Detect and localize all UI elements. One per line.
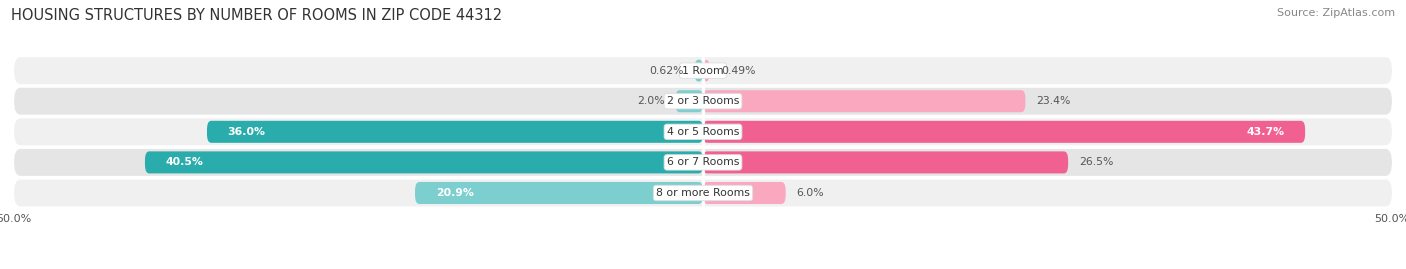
- Text: 2 or 3 Rooms: 2 or 3 Rooms: [666, 96, 740, 106]
- FancyBboxPatch shape: [14, 149, 1392, 176]
- Text: 4 or 5 Rooms: 4 or 5 Rooms: [666, 127, 740, 137]
- Text: HOUSING STRUCTURES BY NUMBER OF ROOMS IN ZIP CODE 44312: HOUSING STRUCTURES BY NUMBER OF ROOMS IN…: [11, 8, 502, 23]
- Text: 43.7%: 43.7%: [1246, 127, 1285, 137]
- FancyBboxPatch shape: [703, 151, 1069, 174]
- Text: 23.4%: 23.4%: [1036, 96, 1071, 106]
- Text: 0.49%: 0.49%: [721, 66, 755, 76]
- Text: 26.5%: 26.5%: [1080, 157, 1114, 167]
- Text: 2.0%: 2.0%: [637, 96, 665, 106]
- FancyBboxPatch shape: [675, 90, 703, 112]
- FancyBboxPatch shape: [415, 182, 703, 204]
- FancyBboxPatch shape: [145, 151, 703, 174]
- FancyBboxPatch shape: [703, 182, 786, 204]
- Text: Source: ZipAtlas.com: Source: ZipAtlas.com: [1277, 8, 1395, 18]
- FancyBboxPatch shape: [14, 118, 1392, 145]
- Text: 1 Room: 1 Room: [682, 66, 724, 76]
- Text: 36.0%: 36.0%: [228, 127, 266, 137]
- Text: 20.9%: 20.9%: [436, 188, 474, 198]
- FancyBboxPatch shape: [703, 90, 1025, 112]
- FancyBboxPatch shape: [14, 57, 1392, 84]
- Text: 6.0%: 6.0%: [797, 188, 824, 198]
- FancyBboxPatch shape: [703, 60, 710, 82]
- Text: 8 or more Rooms: 8 or more Rooms: [657, 188, 749, 198]
- Text: 6 or 7 Rooms: 6 or 7 Rooms: [666, 157, 740, 167]
- Text: 0.62%: 0.62%: [650, 66, 683, 76]
- FancyBboxPatch shape: [695, 60, 703, 82]
- FancyBboxPatch shape: [703, 121, 1305, 143]
- FancyBboxPatch shape: [14, 179, 1392, 206]
- FancyBboxPatch shape: [207, 121, 703, 143]
- Text: 40.5%: 40.5%: [166, 157, 204, 167]
- Legend: Owner-occupied, Renter-occupied: Owner-occupied, Renter-occupied: [574, 267, 832, 269]
- FancyBboxPatch shape: [14, 88, 1392, 115]
